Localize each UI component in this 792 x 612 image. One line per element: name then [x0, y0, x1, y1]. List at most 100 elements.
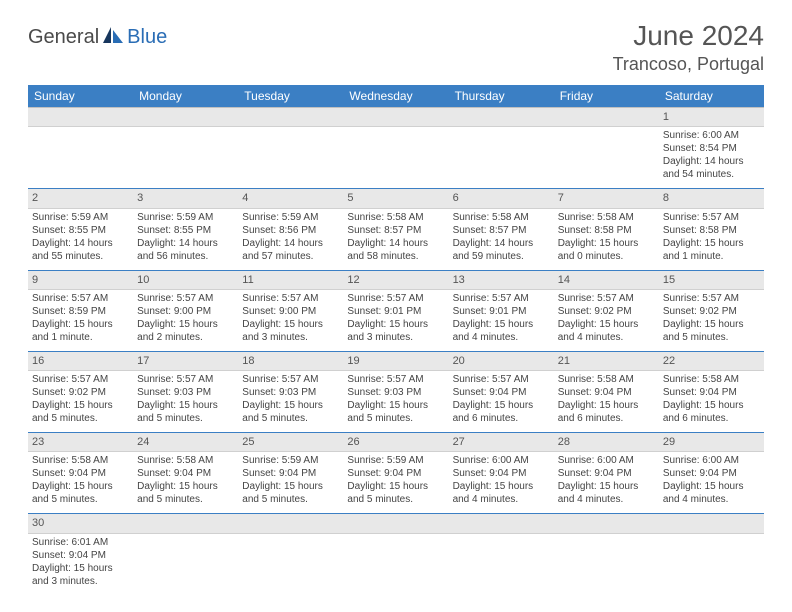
daylight-text: Daylight: 15 hours and 1 minute.	[663, 237, 760, 263]
day-number: 29	[659, 433, 764, 452]
day-cell: Sunrise: 5:57 AMSunset: 8:59 PMDaylight:…	[28, 289, 133, 351]
day-number: 3	[133, 189, 238, 208]
sunrise-text: Sunrise: 5:57 AM	[558, 292, 655, 305]
weekday-header: Sunday	[28, 85, 133, 108]
day-cell	[343, 127, 448, 189]
sunrise-text: Sunrise: 6:00 AM	[663, 454, 760, 467]
day-number-row: 1	[28, 108, 764, 127]
day-cell: Sunrise: 5:59 AMSunset: 8:56 PMDaylight:…	[238, 208, 343, 270]
sunset-text: Sunset: 8:55 PM	[137, 224, 234, 237]
sunset-text: Sunset: 9:01 PM	[453, 305, 550, 318]
day-number: 9	[28, 270, 133, 289]
daylight-text: Daylight: 15 hours and 5 minutes.	[347, 399, 444, 425]
day-cell: Sunrise: 5:57 AMSunset: 9:01 PMDaylight:…	[449, 289, 554, 351]
day-cell	[238, 533, 343, 595]
sunset-text: Sunset: 9:04 PM	[558, 467, 655, 480]
daylight-text: Daylight: 14 hours and 57 minutes.	[242, 237, 339, 263]
day-number: 27	[449, 433, 554, 452]
day-number: 28	[554, 433, 659, 452]
sunrise-text: Sunrise: 6:00 AM	[663, 129, 760, 142]
day-number: 24	[133, 433, 238, 452]
daylight-text: Daylight: 15 hours and 5 minutes.	[663, 318, 760, 344]
sunrise-text: Sunrise: 5:58 AM	[663, 373, 760, 386]
day-cell: Sunrise: 5:58 AMSunset: 9:04 PMDaylight:…	[28, 452, 133, 514]
day-number: 16	[28, 351, 133, 370]
sunrise-text: Sunrise: 5:57 AM	[32, 373, 129, 386]
sunrise-text: Sunrise: 6:00 AM	[453, 454, 550, 467]
daylight-text: Daylight: 15 hours and 4 minutes.	[453, 318, 550, 344]
day-number: 1	[659, 108, 764, 127]
sunrise-text: Sunrise: 5:59 AM	[32, 211, 129, 224]
weekday-header: Tuesday	[238, 85, 343, 108]
day-number: 10	[133, 270, 238, 289]
sunrise-text: Sunrise: 5:58 AM	[558, 211, 655, 224]
header: General Blue June 2024 Trancoso, Portuga…	[28, 20, 764, 75]
day-number	[238, 108, 343, 127]
day-number: 18	[238, 351, 343, 370]
sunrise-text: Sunrise: 5:57 AM	[137, 292, 234, 305]
day-detail-row: Sunrise: 5:59 AMSunset: 8:55 PMDaylight:…	[28, 208, 764, 270]
day-number: 23	[28, 433, 133, 452]
sunrise-text: Sunrise: 5:57 AM	[242, 373, 339, 386]
day-cell	[449, 533, 554, 595]
day-number: 25	[238, 433, 343, 452]
day-cell: Sunrise: 5:58 AMSunset: 8:58 PMDaylight:…	[554, 208, 659, 270]
day-cell	[28, 127, 133, 189]
sunrise-text: Sunrise: 5:57 AM	[663, 211, 760, 224]
sunrise-text: Sunrise: 5:58 AM	[32, 454, 129, 467]
sunrise-text: Sunrise: 5:59 AM	[242, 454, 339, 467]
sunrise-text: Sunrise: 6:00 AM	[558, 454, 655, 467]
day-cell	[659, 533, 764, 595]
location: Trancoso, Portugal	[613, 54, 764, 75]
daylight-text: Daylight: 15 hours and 4 minutes.	[558, 480, 655, 506]
sunset-text: Sunset: 8:54 PM	[663, 142, 760, 155]
weekday-header-row: Sunday Monday Tuesday Wednesday Thursday…	[28, 85, 764, 108]
sunrise-text: Sunrise: 5:57 AM	[663, 292, 760, 305]
daylight-text: Daylight: 15 hours and 5 minutes.	[242, 399, 339, 425]
day-cell: Sunrise: 5:58 AMSunset: 8:57 PMDaylight:…	[449, 208, 554, 270]
daylight-text: Daylight: 14 hours and 54 minutes.	[663, 155, 760, 181]
day-number-row: 23242526272829	[28, 433, 764, 452]
sunrise-text: Sunrise: 5:57 AM	[347, 373, 444, 386]
weekday-header: Thursday	[449, 85, 554, 108]
daylight-text: Daylight: 15 hours and 4 minutes.	[558, 318, 655, 344]
day-cell	[133, 127, 238, 189]
sunrise-text: Sunrise: 5:58 AM	[453, 211, 550, 224]
sunset-text: Sunset: 9:04 PM	[453, 386, 550, 399]
sunset-text: Sunset: 9:04 PM	[663, 467, 760, 480]
weekday-header: Friday	[554, 85, 659, 108]
day-cell: Sunrise: 5:58 AMSunset: 9:04 PMDaylight:…	[133, 452, 238, 514]
day-cell: Sunrise: 5:57 AMSunset: 9:00 PMDaylight:…	[238, 289, 343, 351]
title-block: June 2024 Trancoso, Portugal	[613, 20, 764, 75]
day-cell: Sunrise: 6:00 AMSunset: 8:54 PMDaylight:…	[659, 127, 764, 189]
daylight-text: Daylight: 15 hours and 6 minutes.	[663, 399, 760, 425]
day-number	[238, 514, 343, 533]
sunrise-text: Sunrise: 5:59 AM	[242, 211, 339, 224]
sunset-text: Sunset: 9:01 PM	[347, 305, 444, 318]
day-cell: Sunrise: 5:58 AMSunset: 9:04 PMDaylight:…	[554, 371, 659, 433]
day-number-row: 16171819202122	[28, 351, 764, 370]
sunset-text: Sunset: 9:04 PM	[32, 467, 129, 480]
daylight-text: Daylight: 14 hours and 56 minutes.	[137, 237, 234, 263]
sunrise-text: Sunrise: 5:57 AM	[453, 292, 550, 305]
sunrise-text: Sunrise: 6:01 AM	[32, 536, 129, 549]
day-number-row: 30	[28, 514, 764, 533]
sunset-text: Sunset: 9:03 PM	[242, 386, 339, 399]
day-number: 26	[343, 433, 448, 452]
sunset-text: Sunset: 9:04 PM	[558, 386, 655, 399]
day-cell: Sunrise: 5:59 AMSunset: 8:55 PMDaylight:…	[28, 208, 133, 270]
logo: General Blue	[28, 20, 167, 49]
sunset-text: Sunset: 9:04 PM	[242, 467, 339, 480]
daylight-text: Daylight: 15 hours and 4 minutes.	[663, 480, 760, 506]
day-detail-row: Sunrise: 5:57 AMSunset: 8:59 PMDaylight:…	[28, 289, 764, 351]
day-number: 21	[554, 351, 659, 370]
day-cell	[343, 533, 448, 595]
day-number	[659, 514, 764, 533]
sail-icon	[103, 27, 125, 50]
day-number	[28, 108, 133, 127]
day-number	[554, 108, 659, 127]
sunset-text: Sunset: 9:03 PM	[347, 386, 444, 399]
sunset-text: Sunset: 9:03 PM	[137, 386, 234, 399]
day-detail-row: Sunrise: 6:00 AMSunset: 8:54 PMDaylight:…	[28, 127, 764, 189]
sunset-text: Sunset: 9:00 PM	[242, 305, 339, 318]
